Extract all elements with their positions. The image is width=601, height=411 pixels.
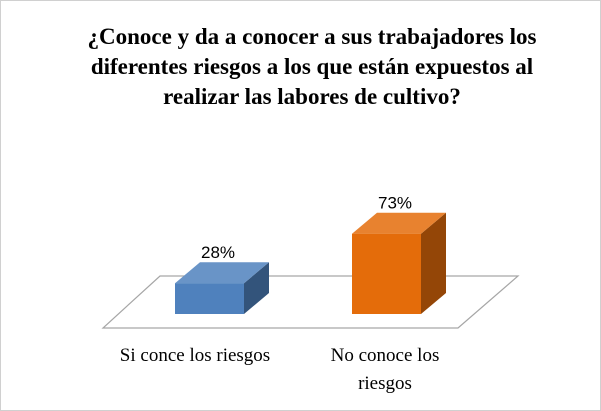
x-tick-label: No conoce los riesgos — [330, 345, 440, 394]
data-label: 73% — [378, 194, 412, 213]
bar-side — [244, 262, 269, 314]
data-label: 28% — [201, 243, 235, 262]
bar — [352, 233, 421, 314]
bar-top — [175, 262, 269, 284]
chart-title: ¿Conoce y da a conocer a sus trabajadore… — [87, 24, 537, 109]
floor — [101, 275, 520, 329]
bar — [175, 283, 244, 314]
bar-top — [352, 212, 446, 234]
bar-side — [421, 212, 446, 314]
x-tick-label: Si conce los riesgos — [119, 345, 271, 366]
